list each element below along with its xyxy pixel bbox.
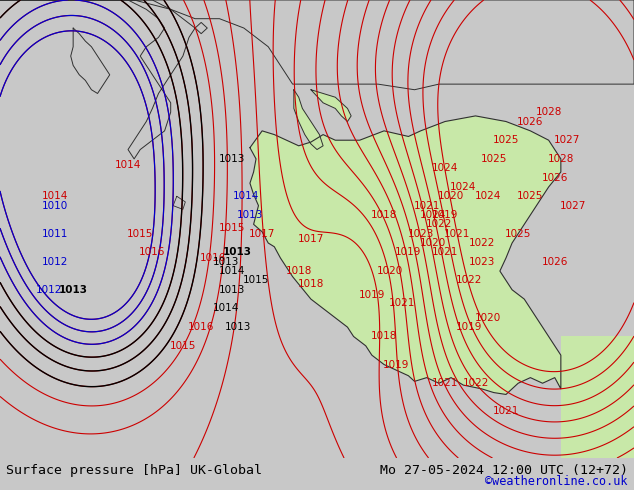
- Text: 1011: 1011: [42, 229, 68, 239]
- Text: 1021: 1021: [432, 378, 458, 388]
- Polygon shape: [128, 0, 207, 159]
- Text: 1012: 1012: [36, 285, 62, 295]
- Text: 1017: 1017: [249, 229, 275, 239]
- Text: 1025: 1025: [505, 229, 531, 239]
- Text: 1012: 1012: [42, 257, 68, 267]
- Text: 1021: 1021: [413, 200, 440, 211]
- Text: 1022: 1022: [456, 275, 482, 285]
- Text: 1022: 1022: [426, 220, 452, 229]
- Text: 1021: 1021: [444, 229, 470, 239]
- Text: 1013: 1013: [236, 210, 263, 220]
- Text: 1024: 1024: [432, 163, 458, 173]
- Text: 1025: 1025: [481, 154, 507, 164]
- Polygon shape: [0, 0, 634, 90]
- Text: 1021: 1021: [432, 247, 458, 257]
- Text: 1013: 1013: [59, 285, 87, 295]
- Text: 1028: 1028: [536, 107, 562, 117]
- Polygon shape: [311, 90, 351, 122]
- Text: 1020: 1020: [475, 313, 501, 323]
- Text: 1018: 1018: [285, 266, 312, 276]
- Text: 1019: 1019: [456, 322, 482, 332]
- Text: 1020: 1020: [377, 266, 403, 276]
- Text: 1026: 1026: [517, 117, 543, 126]
- Text: 1026: 1026: [541, 172, 568, 183]
- Text: 1015: 1015: [170, 341, 196, 351]
- Text: 1017: 1017: [298, 234, 324, 245]
- Text: 1014: 1014: [219, 266, 245, 276]
- Text: 1015: 1015: [243, 275, 269, 285]
- Polygon shape: [561, 337, 634, 458]
- Text: 1013: 1013: [224, 322, 251, 332]
- Text: 1025: 1025: [493, 135, 519, 145]
- Text: 1019: 1019: [359, 291, 385, 300]
- Text: 1023: 1023: [408, 229, 434, 239]
- Text: 1020: 1020: [420, 238, 446, 248]
- Text: 1019: 1019: [383, 360, 410, 369]
- Text: 1014: 1014: [233, 191, 259, 201]
- Text: 1013: 1013: [219, 154, 245, 164]
- Text: 1014: 1014: [115, 160, 141, 170]
- Polygon shape: [173, 196, 185, 209]
- Text: 1016: 1016: [200, 253, 226, 263]
- Text: 1027: 1027: [553, 135, 580, 145]
- Text: 1026: 1026: [541, 257, 568, 267]
- Polygon shape: [250, 116, 561, 394]
- Text: 1018: 1018: [371, 210, 398, 220]
- Text: 1010: 1010: [42, 200, 68, 211]
- Text: 1015: 1015: [127, 229, 153, 239]
- Text: Mo 27-05-2024 12:00 UTC (12+72): Mo 27-05-2024 12:00 UTC (12+72): [380, 465, 628, 477]
- Text: 1015: 1015: [219, 223, 245, 233]
- Text: 1019: 1019: [432, 210, 458, 220]
- Text: 1022: 1022: [469, 238, 495, 248]
- Text: 1021: 1021: [493, 406, 519, 416]
- Text: 1016: 1016: [139, 247, 165, 257]
- Text: 1019: 1019: [395, 247, 422, 257]
- Text: 1013: 1013: [223, 247, 252, 257]
- Text: 1021: 1021: [389, 298, 415, 308]
- Text: 1025: 1025: [517, 191, 543, 201]
- Text: 1024: 1024: [474, 191, 501, 201]
- Text: Surface pressure [hPa] UK-Global: Surface pressure [hPa] UK-Global: [6, 465, 262, 477]
- Text: ©weatheronline.co.uk: ©weatheronline.co.uk: [485, 475, 628, 489]
- Text: 1014: 1014: [212, 303, 239, 314]
- Text: 1020: 1020: [438, 191, 464, 201]
- Text: 1013: 1013: [212, 257, 239, 267]
- Text: 1028: 1028: [548, 154, 574, 164]
- Polygon shape: [294, 90, 323, 149]
- Text: 1018: 1018: [298, 279, 324, 289]
- Text: 1022: 1022: [462, 378, 489, 388]
- Text: 1013: 1013: [219, 285, 245, 295]
- Text: 1023: 1023: [469, 257, 495, 267]
- Text: 1027: 1027: [560, 200, 586, 211]
- Polygon shape: [71, 28, 110, 94]
- Text: 1014: 1014: [42, 191, 68, 201]
- Text: 1018: 1018: [371, 332, 398, 342]
- Text: 1016: 1016: [188, 322, 214, 332]
- Text: 1024: 1024: [420, 210, 446, 220]
- Text: 1024: 1024: [450, 182, 477, 192]
